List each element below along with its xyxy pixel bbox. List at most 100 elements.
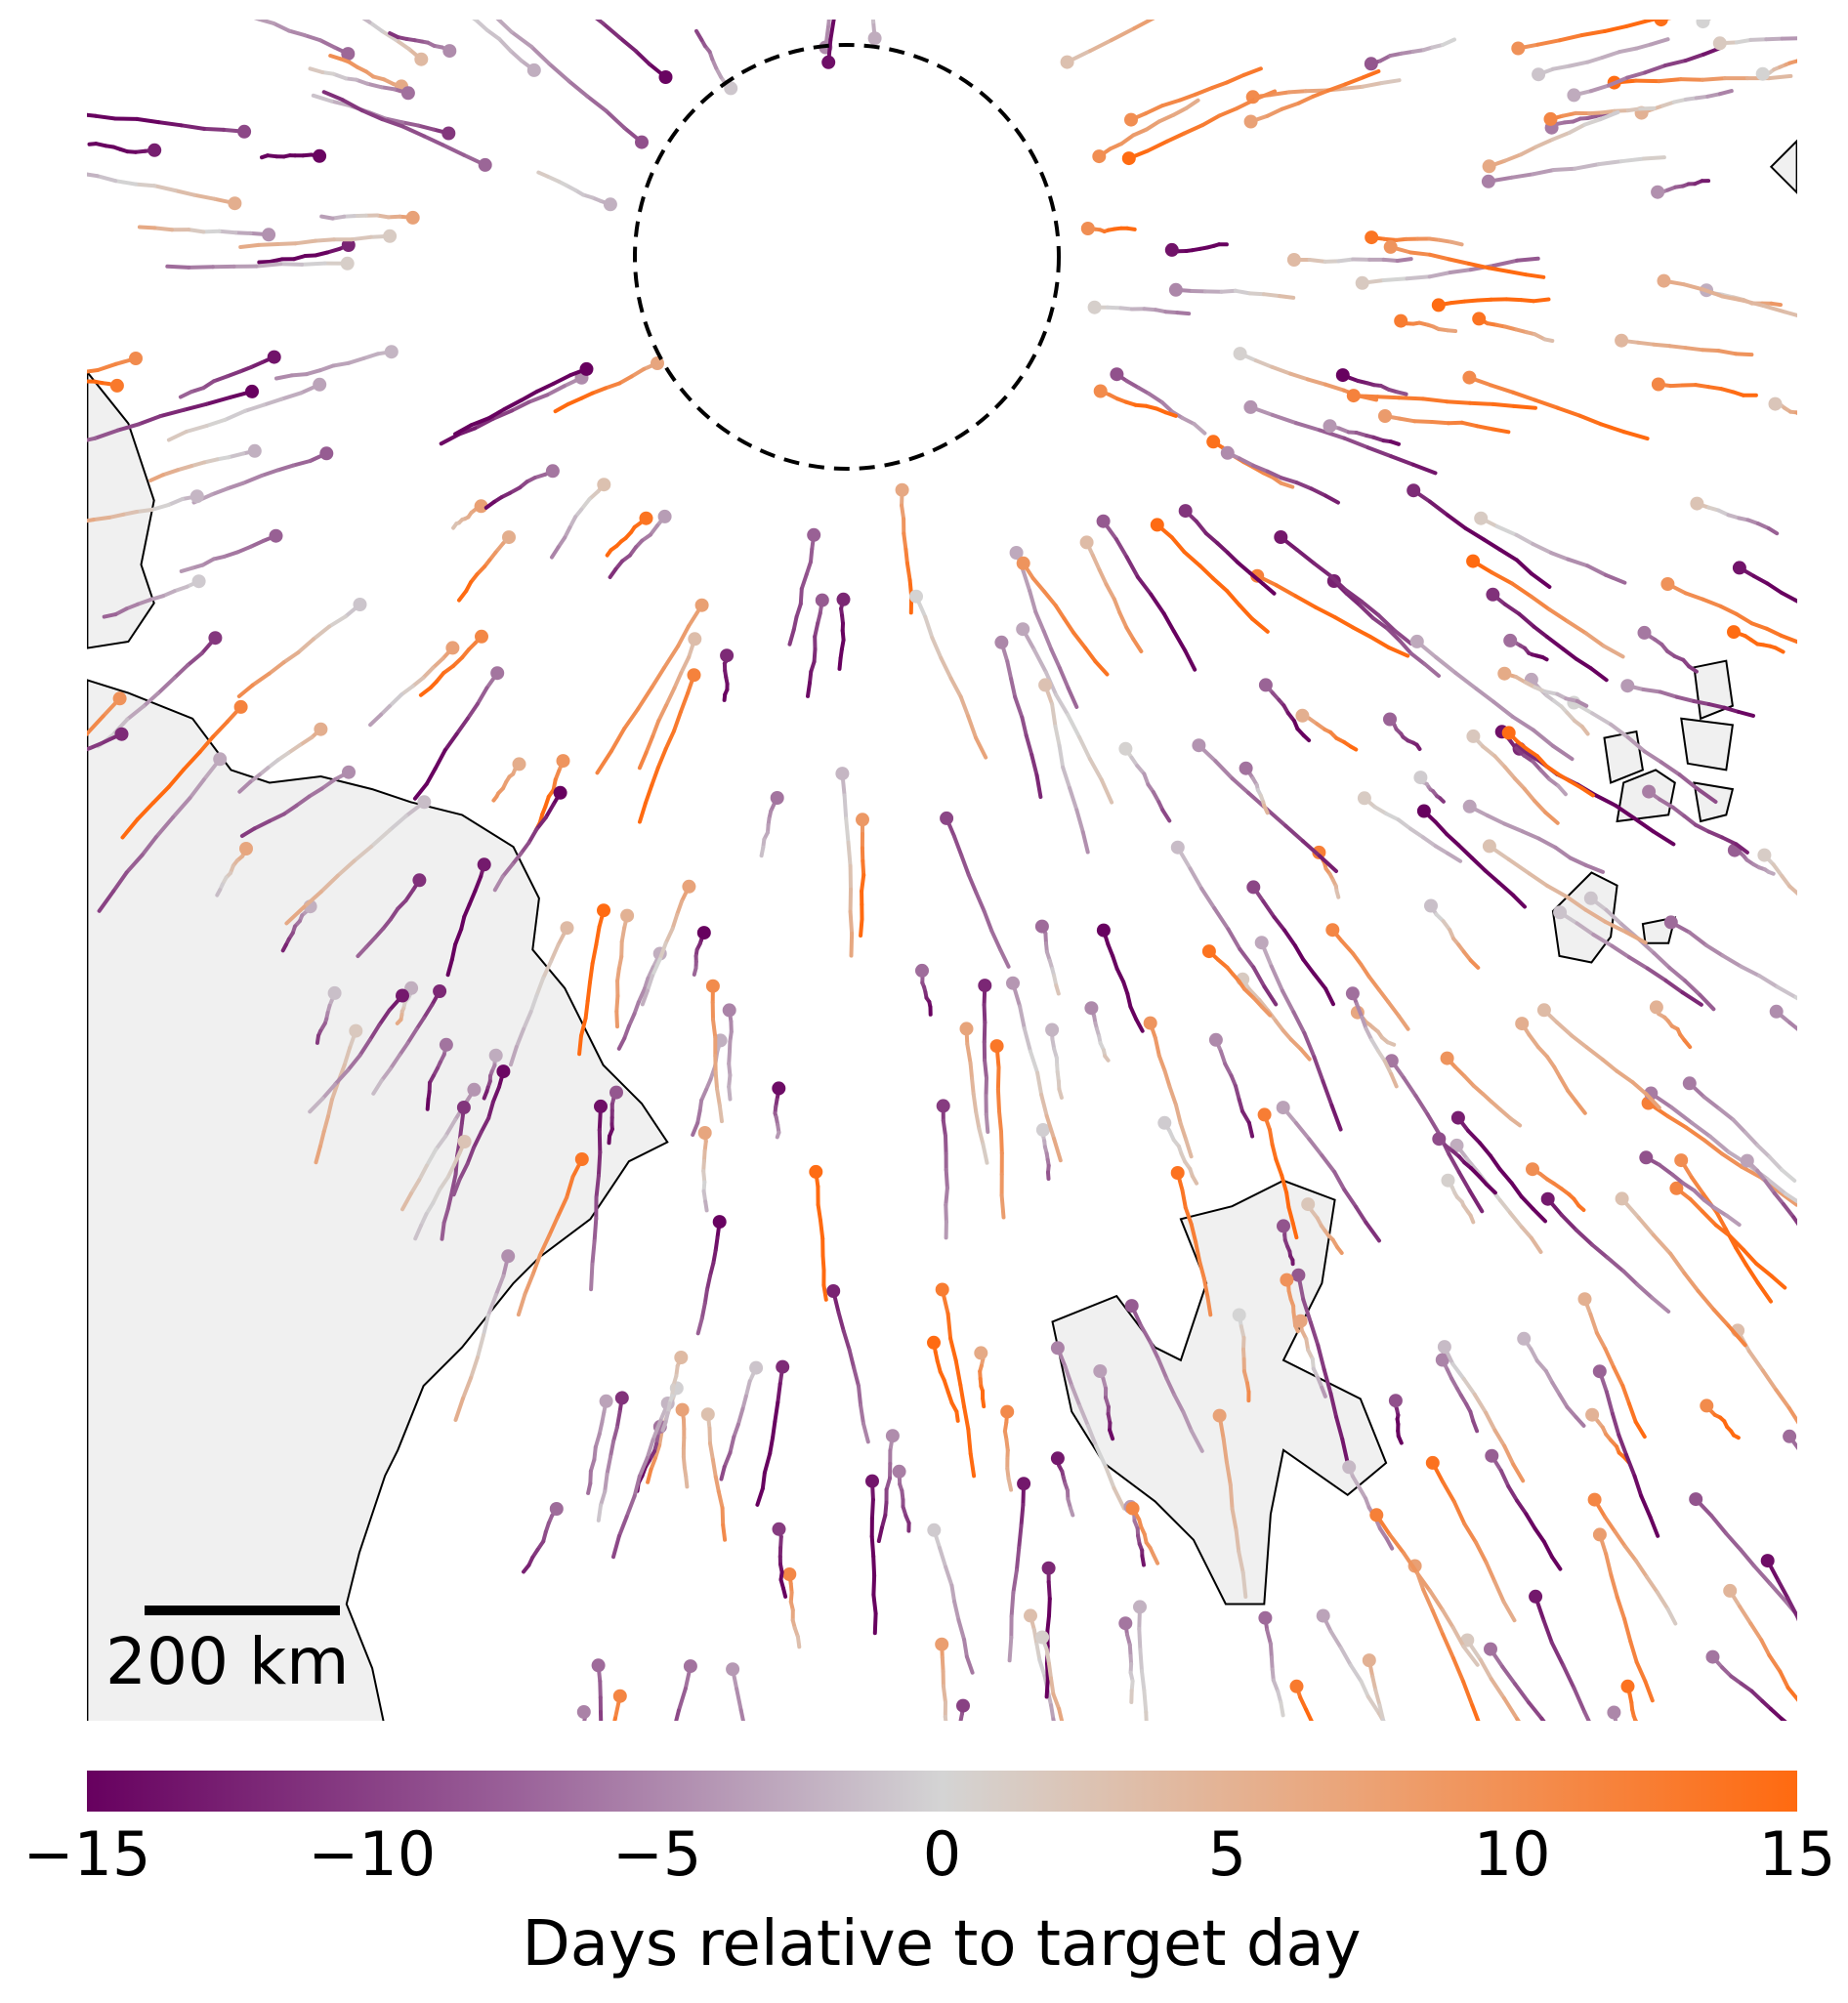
trajectory-segment [197,734,216,754]
trajectory-segment [363,936,377,949]
trajectory-start-point [1669,1181,1684,1195]
trajectory-segment [1743,1263,1760,1285]
trajectory-segment [298,735,315,747]
trajectory-segment [837,656,843,671]
trajectory-segment [1053,724,1062,748]
trajectory-segment [1681,1181,1697,1192]
trajectory-segment [425,1097,431,1111]
trajectory-segment [1270,412,1298,426]
trajectory-segment [1535,38,1563,47]
trajectory-segment [821,1283,828,1302]
trajectory-segment [495,20,514,34]
trajectory-segment [215,455,231,462]
trajectory-segment [651,719,661,739]
trajectory-segment [248,538,266,549]
trajectory-segment [1303,88,1327,94]
trajectory-start-point [1041,1561,1056,1575]
trajectory-segment [1340,84,1365,91]
trajectory-start-point [1660,577,1675,591]
trajectory-segment [704,1273,712,1292]
trajectory-segment [1039,1093,1049,1118]
trajectory-segment [356,944,368,958]
trajectory-start-point [836,592,851,606]
trajectory-start-point [956,1698,970,1713]
trajectory-segment [191,192,217,201]
trajectory-segment [676,624,691,648]
trajectory-segment [1213,759,1235,781]
trajectory-segment [508,49,524,63]
trajectory-segment [1470,1703,1481,1721]
trajectory-segment [260,468,280,478]
trajectory-start-point [821,55,836,69]
trajectory-segment [1529,1347,1539,1363]
trajectory-segment [1491,401,1516,408]
trajectory-segment [1183,648,1197,672]
trajectory-segment [1692,1189,1706,1202]
trajectory-segment [449,942,458,962]
trajectory-segment [1312,972,1328,991]
trajectory-start-point [696,926,711,940]
trajectory-segment [740,1394,748,1411]
trajectory-segment [1576,1203,1586,1212]
trajectory-segment [1735,37,1753,45]
trajectory-segment [1413,1094,1430,1117]
trajectory-segment [1489,383,1516,395]
trajectory-segment [1490,570,1515,586]
trajectory-segment [1144,119,1161,132]
trajectory-start-point [327,985,342,1000]
trajectory-segment [1449,239,1464,247]
trajectory-segment [579,497,592,512]
trajectory-segment [1312,561,1332,578]
trajectory-start-point [349,1023,363,1038]
trajectory-segment [1801,415,1808,419]
trajectory-start-point [1080,222,1095,235]
trajectory-segment [329,0,342,5]
trajectory-segment [1711,1308,1731,1328]
trajectory-segment [1588,666,1609,683]
trajectory-segment [1515,256,1540,263]
trajectory-segment [1381,257,1400,263]
trajectory-segment [329,1081,340,1102]
trajectory-segment [1670,1172,1685,1186]
trajectory-segment [1785,1686,1797,1702]
trajectory-segment [579,391,595,400]
trajectory-segment [1228,1482,1235,1512]
trajectory-segment [948,1336,958,1363]
trajectory-segment [1684,346,1705,353]
trajectory-segment [1496,880,1516,897]
trajectory-segment [1510,715,1535,732]
trajectory-segment [1696,1289,1716,1312]
trajectory-segment [1633,1718,1639,1721]
trajectory-segment [1462,298,1481,304]
trajectory-segment [1670,805,1687,818]
trajectory-segment [958,1711,964,1721]
trajectory-segment [226,480,246,491]
trajectory-segment [482,1089,489,1101]
trajectory-segment [1234,288,1252,296]
trajectory-start-point [1289,1679,1304,1693]
trajectory-segment [1671,97,1688,104]
colorbar-tick-label: 5 [1208,1818,1246,1890]
trajectory-segment [948,676,963,699]
trajectory-segment [830,0,834,2]
trajectory-segment [1112,1485,1126,1511]
trajectory-start-point [1277,1219,1290,1233]
trajectory-segment [1156,112,1176,124]
trajectory-segment [1156,1053,1167,1073]
trajectory-segment [1754,1261,1774,1278]
trajectory-segment [1527,1700,1544,1721]
trajectory-segment [1826,1466,1837,1483]
trajectory-segment [1212,906,1231,932]
trajectory-start-point [313,148,327,163]
trajectory-segment [585,1728,586,1734]
trajectory-segment [431,1188,442,1205]
trajectory-segment [1441,1632,1456,1661]
trajectory-segment [1194,85,1215,97]
trajectory-segment [1531,728,1555,748]
trajectory-segment [1498,1469,1511,1488]
trajectory-segment [1575,698,1589,708]
trajectory-start-point [1124,112,1138,127]
trajectory-start-point [1585,1407,1600,1422]
trajectory-segment [155,676,177,695]
trajectory-segment [1364,1026,1374,1042]
